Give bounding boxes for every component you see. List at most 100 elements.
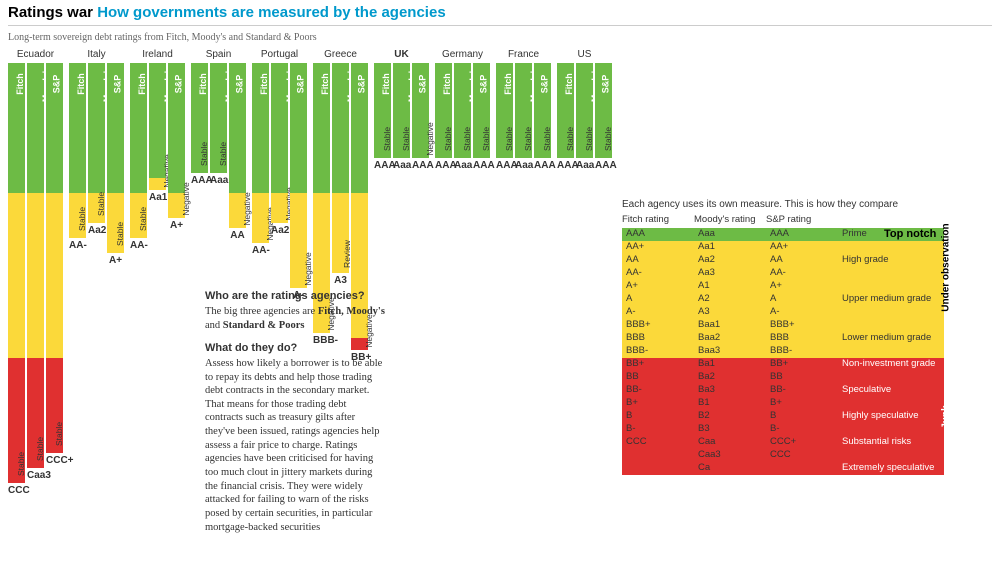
- compare-cell: [622, 449, 694, 462]
- compare-cell: BBB+: [622, 319, 694, 332]
- compare-cell: Caa3: [694, 449, 766, 462]
- compare-desc: [838, 306, 944, 319]
- compare-cell: A: [622, 293, 694, 306]
- compare-cell: BBB+: [766, 319, 838, 332]
- agency-col: S&PStableAAA: [473, 63, 490, 171]
- rating-value: AA: [229, 230, 246, 241]
- rating-segment: Fitch: [69, 63, 86, 193]
- compare-cell: BB-: [622, 384, 694, 397]
- compare-cell: A+: [622, 280, 694, 293]
- compare-cell: AA-: [622, 267, 694, 280]
- rating-segment: [46, 193, 63, 358]
- agency-col: FitchStableCCC: [8, 63, 25, 496]
- compare-cell: AA+: [766, 241, 838, 254]
- compare-cell: Ba3: [694, 384, 766, 397]
- rating-segment: Fitch: [8, 63, 25, 193]
- agency-name: S&P: [51, 75, 61, 94]
- compare-desc: [838, 397, 944, 410]
- rating-value: A+: [107, 255, 124, 266]
- compare-cell: B: [766, 410, 838, 423]
- country-label: Spain: [206, 49, 232, 61]
- outlook-label: Negative: [302, 252, 312, 286]
- rating-value: Caa3: [27, 470, 44, 481]
- agency-col: FitchStableAAA: [374, 63, 391, 171]
- compare-cell: BB+: [622, 358, 694, 371]
- compare-cell: B: [622, 410, 694, 423]
- outlook-label: Stable: [504, 127, 514, 151]
- compare-cell: A3: [694, 306, 766, 319]
- title-blue: How governments are measured by the agen…: [97, 4, 445, 21]
- band-label: Junk: [939, 413, 953, 429]
- compare-cell: A-: [766, 306, 838, 319]
- agency-col: FitchStableAAA: [191, 63, 208, 241]
- rating-segment: S&P: [107, 63, 124, 193]
- info-a1: The big three agencies are Fitch, Moody'…: [205, 305, 385, 332]
- agency-col: FitchNegativeAA-: [252, 63, 269, 301]
- agency-col: Moody'sStableCaa3: [27, 63, 44, 496]
- country-italy: ItalyFitchStableAA-Moody'sStableAa2S&PSt…: [69, 49, 124, 496]
- rating-segment: [27, 193, 44, 358]
- agency-col: S&PStableAAA: [534, 63, 551, 171]
- rating-segment: S&P: [229, 63, 246, 193]
- rating-segment: Moody's: [332, 63, 349, 193]
- compare-desc: Highly speculative: [838, 410, 944, 423]
- agency-name: Fitch: [258, 73, 268, 95]
- compare-headers: Fitch rating Moody's rating S&P rating: [622, 214, 952, 225]
- compare-cell: B-: [766, 423, 838, 436]
- outlook-label: Stable: [401, 127, 411, 151]
- outlook-label: Stable: [77, 207, 87, 231]
- outlook-label: Stable: [584, 127, 594, 151]
- outlook-label: Stable: [603, 127, 613, 151]
- agency-col: Moody'sStableAa2: [88, 63, 105, 266]
- compare-desc: Non-investment grade: [838, 358, 944, 371]
- rating-value: AAA: [473, 160, 490, 171]
- agency-name: S&P: [173, 75, 183, 94]
- outlook-label: Stable: [542, 127, 552, 151]
- rating-segment: S&P: [290, 63, 307, 193]
- rating-value: A+: [168, 220, 185, 231]
- agency-name: S&P: [478, 75, 488, 94]
- rating-segment: [8, 193, 25, 358]
- rating-value: AAA: [595, 160, 612, 171]
- compare-cell: AAA: [622, 228, 694, 241]
- compare-col-desc: PrimeHigh gradeUpper medium gradeLower m…: [838, 228, 944, 475]
- outlook-label: Stable: [199, 142, 209, 166]
- compare-desc: [838, 280, 944, 293]
- compare-cell: AA-: [766, 267, 838, 280]
- agency-name: Fitch: [563, 73, 573, 95]
- outlook-label: Stable: [443, 127, 453, 151]
- info-q1: Who are the ratings agencies?: [205, 289, 385, 303]
- outlook-label: Stable: [218, 142, 228, 166]
- compare-desc: Extremely speculative: [838, 462, 944, 475]
- agency-col: S&P Stable AAA: [595, 63, 612, 171]
- rating-value: AAA: [557, 160, 574, 171]
- compare-cell: Caa: [694, 436, 766, 449]
- agency-col: S&PNegativeAAA: [412, 63, 429, 171]
- rating-segment: Moody's: [27, 63, 44, 193]
- country-us: USFitchStableAAAMoody'sStableAaaS&PStabl…: [557, 49, 612, 496]
- rating-value: AAA: [412, 160, 429, 171]
- agency-name: S&P: [234, 75, 244, 94]
- agency-name: Fitch: [319, 73, 329, 95]
- agency-col: Moody'sNegativeAa1: [149, 63, 166, 251]
- compare-cell: Ca: [694, 462, 766, 475]
- country-label: US: [578, 49, 592, 61]
- compare-hdr-fitch: Fitch rating: [622, 214, 694, 225]
- agency-col: FitchStableAA-: [69, 63, 86, 266]
- outlook-label: Stable: [115, 222, 125, 246]
- compare-desc: [838, 241, 944, 254]
- agency-col: FitchStableAAA: [435, 63, 452, 171]
- agency-name: S&P: [600, 75, 610, 94]
- divider: [8, 25, 992, 26]
- compare-cell: CCC+: [766, 436, 838, 449]
- compare-cell: Baa2: [694, 332, 766, 345]
- outlook-label: Negative: [424, 122, 434, 156]
- compare-cell: BBB-: [766, 345, 838, 358]
- compare-cell: A1: [694, 280, 766, 293]
- agency-col: Moody'sStableAaa: [515, 63, 532, 171]
- rating-value: AAA: [435, 160, 452, 171]
- compare-cell: BB: [622, 371, 694, 384]
- rating-value: AA-: [130, 240, 147, 251]
- rating-value: Aaa: [576, 160, 593, 171]
- agency-name: S&P: [539, 75, 549, 94]
